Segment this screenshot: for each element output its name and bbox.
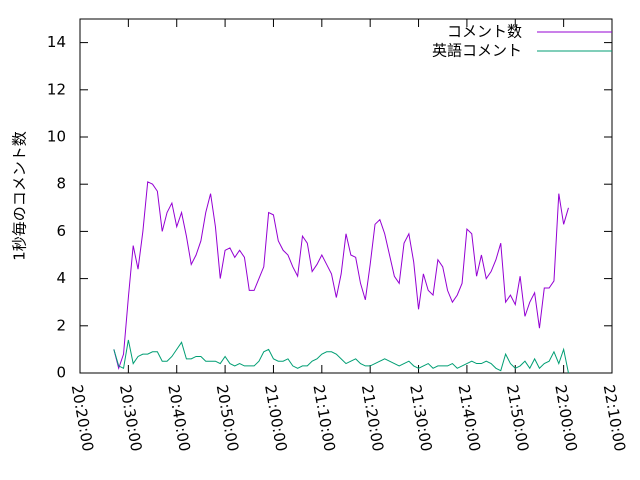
legend-label: 英語コメント [432, 42, 522, 60]
y-tick-label: 10 [47, 128, 66, 146]
y-axis-label: 1秒毎のコメント数 [11, 131, 29, 261]
x-tick-label: 21:10:00 [309, 383, 338, 452]
x-tick-label: 21:20:00 [358, 383, 387, 452]
series-line [113, 339, 569, 374]
x-tick-label: 21:00:00 [261, 383, 290, 452]
x-tick-label: 21:40:00 [455, 383, 484, 452]
x-tick-label: 22:10:00 [600, 383, 629, 452]
y-tick-label: 4 [56, 269, 66, 287]
x-tick-label: 20:40:00 [164, 383, 193, 452]
legend-label: コメント数 [447, 23, 522, 41]
y-tick-label: 6 [56, 222, 66, 240]
y-tick-label: 2 [56, 316, 66, 334]
x-tick-label: 21:30:00 [406, 383, 435, 452]
x-tick-label: 22:00:00 [551, 383, 580, 452]
y-tick-label: 0 [56, 364, 66, 382]
y-tick-label: 8 [56, 175, 66, 193]
series-line [113, 181, 569, 371]
x-tick-label: 20:50:00 [213, 383, 242, 452]
y-tick-label: 12 [47, 80, 66, 98]
x-tick-label: 20:20:00 [68, 383, 97, 452]
y-tick-label: 14 [47, 33, 66, 51]
x-tick-label: 21:50:00 [503, 383, 532, 452]
x-tick-label: 20:30:00 [116, 383, 145, 452]
plot-border [79, 18, 613, 374]
